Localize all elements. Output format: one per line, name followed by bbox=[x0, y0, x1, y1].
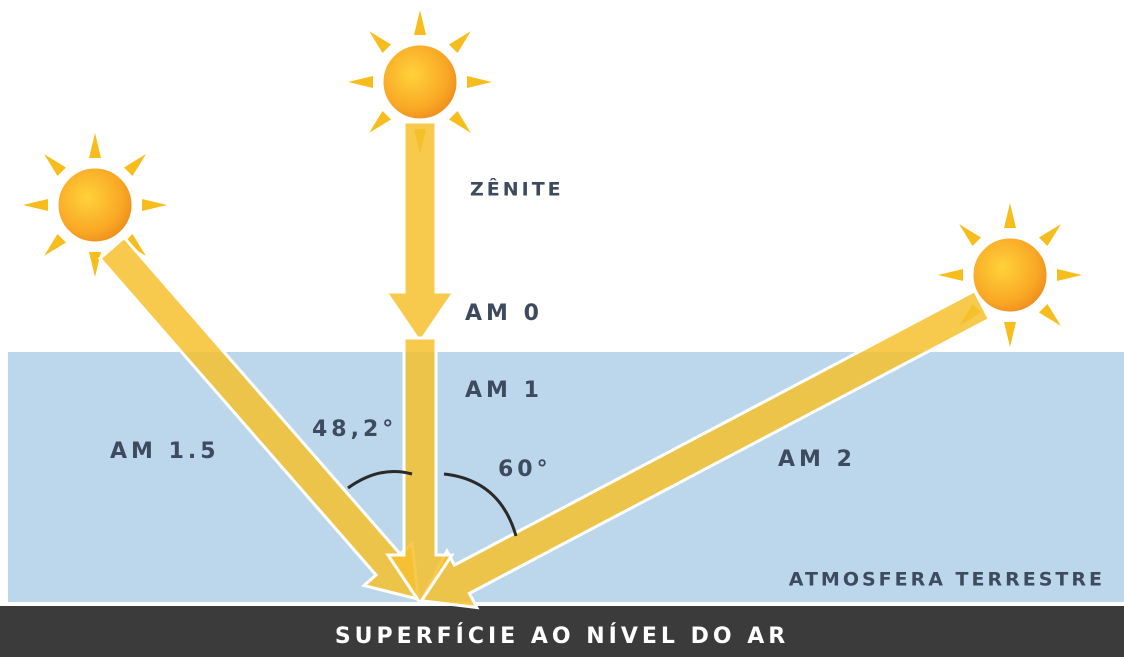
am15-label: AM 1.5 bbox=[110, 439, 220, 464]
diagram: ZÊNITE AM 0 AM 1 AM 1.5 48,2° 60° AM 2 A… bbox=[0, 0, 1124, 657]
atmosphere-label: ATMOSFERA TERRESTRE bbox=[789, 569, 1105, 591]
angle-label: 60° bbox=[498, 457, 552, 482]
am1-label: AM 1 bbox=[465, 378, 543, 403]
am2-label: AM 2 bbox=[778, 447, 856, 472]
atmosphere bbox=[8, 352, 1124, 602]
am0-label: AM 0 bbox=[465, 301, 543, 326]
zenith-label: ZÊNITE bbox=[470, 178, 564, 201]
surface-label: SUPERFÍCIE AO NÍVEL DO AR bbox=[335, 623, 789, 649]
ray-arrow bbox=[386, 122, 454, 342]
sun bbox=[23, 133, 167, 277]
angle-label: 48,2° bbox=[312, 417, 397, 442]
